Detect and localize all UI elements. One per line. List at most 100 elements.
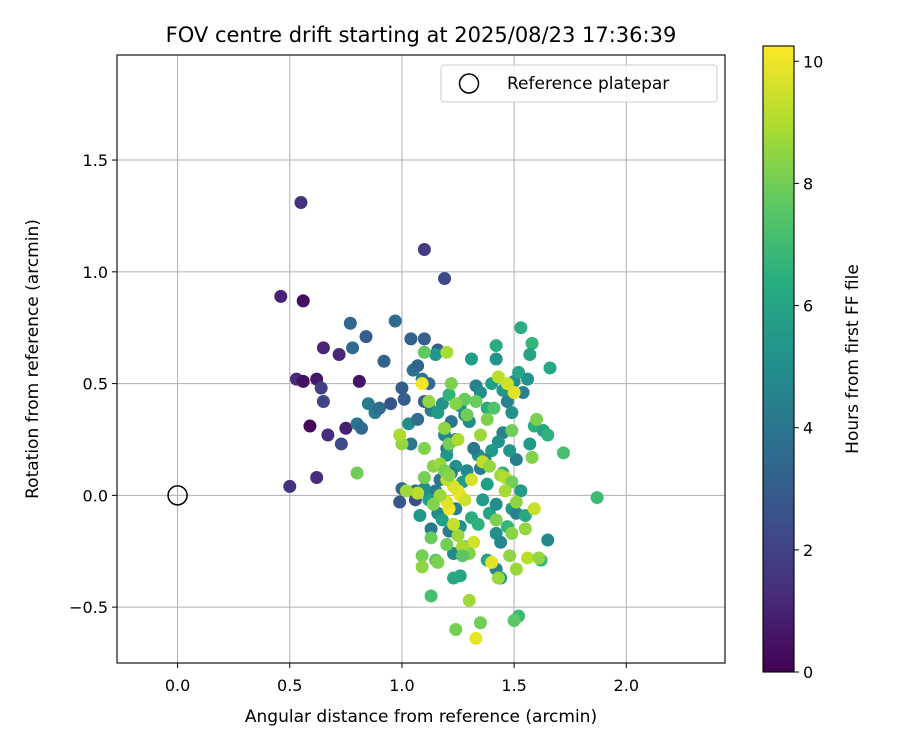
data-point: [498, 484, 512, 498]
x-tick-label: 1.0: [389, 676, 414, 695]
data-point: [507, 614, 521, 628]
data-point: [480, 412, 494, 426]
data-point: [518, 508, 532, 522]
data-point: [361, 397, 375, 411]
data-point: [509, 562, 523, 576]
data-point: [530, 412, 544, 426]
y-tick-label: 0.5: [83, 375, 108, 394]
data-point: [500, 394, 514, 408]
data-point: [359, 330, 373, 344]
data-point: [417, 441, 431, 455]
data-point: [527, 502, 541, 516]
data-point: [451, 529, 465, 543]
data-point: [473, 616, 487, 630]
legend: Reference platepar: [440, 64, 718, 103]
colorbar: 0 2 4 6 8 10 Hours from first FF file: [762, 45, 863, 682]
data-point: [343, 316, 357, 330]
data-point: [500, 377, 514, 391]
data-point: [411, 359, 425, 373]
data-point: [541, 428, 555, 442]
data-point: [541, 533, 555, 547]
data-point: [473, 428, 487, 442]
data-point: [424, 589, 438, 603]
data-point: [525, 336, 539, 350]
data-point: [372, 401, 386, 415]
colorbar-tick-label: 2: [803, 541, 813, 560]
data-point: [489, 513, 503, 527]
x-tick-label: 0.5: [277, 676, 302, 695]
data-point: [339, 421, 353, 435]
data-point: [422, 394, 436, 408]
data-point: [509, 495, 523, 509]
colorbar-tick-label: 8: [803, 174, 813, 193]
data-point: [399, 484, 413, 498]
data-point: [489, 339, 503, 353]
data-point: [413, 508, 427, 522]
y-axis-title: Rotation from reference (arcmin): [23, 219, 43, 499]
data-point: [433, 488, 447, 502]
x-tick-label: 1.5: [501, 676, 526, 695]
y-tick-label: −0.5: [69, 598, 108, 617]
y-tick-label: 1.0: [83, 263, 108, 282]
data-point: [404, 437, 418, 451]
data-point: [296, 294, 310, 308]
data-point: [294, 196, 308, 210]
data-point: [283, 479, 297, 493]
data-point: [388, 314, 402, 328]
data-point: [440, 345, 454, 359]
data-point: [523, 437, 537, 451]
x-tick-label: 0.0: [165, 676, 190, 695]
plot-frame: [116, 54, 726, 664]
data-point: [509, 453, 523, 467]
data-point: [469, 394, 483, 408]
data-point: [505, 526, 519, 540]
data-point: [296, 374, 310, 388]
data-point: [411, 412, 425, 426]
data-point: [424, 531, 438, 545]
data-point: [417, 242, 431, 256]
data-point: [444, 377, 458, 391]
data-point: [415, 560, 429, 574]
data-point: [514, 484, 528, 498]
y-tick-label: 0.0: [83, 486, 108, 505]
colorbar-tick-label: 4: [803, 419, 813, 438]
data-point: [449, 622, 463, 636]
data-point: [350, 466, 364, 480]
data-point: [334, 437, 348, 451]
data-point: [426, 497, 440, 511]
data-point: [471, 517, 485, 531]
data-point: [523, 348, 537, 362]
data-point: [456, 549, 470, 563]
y-tick-label: 1.5: [83, 151, 108, 170]
data-point: [491, 571, 505, 585]
data-point: [397, 392, 411, 406]
data-point: [417, 345, 431, 359]
data-point: [487, 401, 501, 415]
data-point: [332, 348, 346, 362]
data-point: [384, 397, 398, 411]
data-point: [469, 631, 483, 645]
data-point: [525, 450, 539, 464]
data-point: [310, 470, 324, 484]
data-point: [485, 555, 499, 569]
data-point: [532, 551, 546, 565]
colorbar-title: Hours from first FF file: [843, 264, 863, 454]
legend-label: Reference platepar: [507, 74, 669, 94]
data-point: [491, 370, 505, 384]
data-point: [415, 377, 429, 391]
data-point: [491, 435, 505, 449]
data-point: [476, 493, 490, 507]
data-point: [321, 428, 335, 442]
data-point: [518, 522, 532, 536]
grid-lines: [117, 55, 725, 663]
data-point: [485, 444, 499, 458]
data-point: [449, 397, 463, 411]
data-point: [458, 493, 472, 507]
x-axis: 0.0 0.5 1.0 1.5 2.0: [165, 663, 639, 695]
data-point: [447, 571, 461, 585]
data-point: [417, 332, 431, 346]
data-point: [512, 365, 526, 379]
data-point: [462, 593, 476, 607]
data-point: [442, 388, 456, 402]
data-point: [521, 372, 535, 386]
